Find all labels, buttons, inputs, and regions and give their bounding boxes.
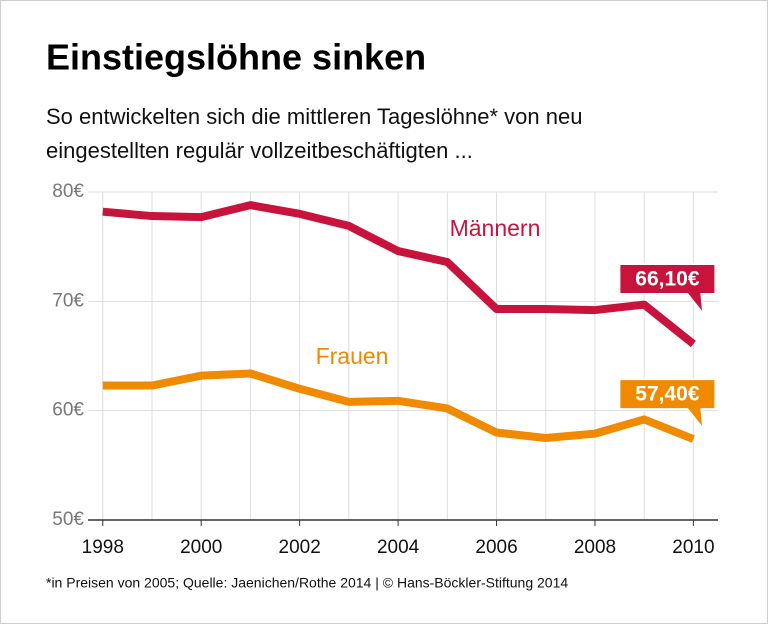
series-label: Frauen [316, 343, 389, 369]
data-label: 57,40€ [635, 383, 700, 406]
series-label: Männern [450, 215, 541, 241]
y-tick-label: 60€ [52, 400, 84, 421]
x-tick-label: 2010 [672, 537, 714, 558]
chart-title: Einstiegslöhne sinken [46, 37, 426, 78]
x-tick-label: 2004 [377, 537, 420, 558]
x-tick-label: 2002 [279, 537, 321, 558]
x-tick-label: 2008 [574, 537, 616, 558]
x-tick-label: 2006 [475, 537, 517, 558]
y-tick-label: 80€ [52, 181, 84, 202]
y-tick-label: 50€ [52, 509, 84, 530]
subtitle: So entwickelten sich die mittleren Tages… [46, 104, 582, 129]
x-tick-label: 1998 [82, 537, 124, 558]
callout-box [618, 262, 717, 318]
line [102, 201, 696, 348]
subtitle: eingestellten regulär vollzeitbeschäftig… [46, 138, 473, 163]
y-tick-label: 70€ [52, 290, 84, 311]
footnote: *in Preisen von 2005; Quelle: Jaenichen/… [46, 575, 568, 591]
line [102, 369, 695, 443]
x-tick-label: 2000 [180, 537, 222, 558]
data-label: 66,10€ [635, 268, 700, 291]
callout-box [618, 378, 717, 433]
